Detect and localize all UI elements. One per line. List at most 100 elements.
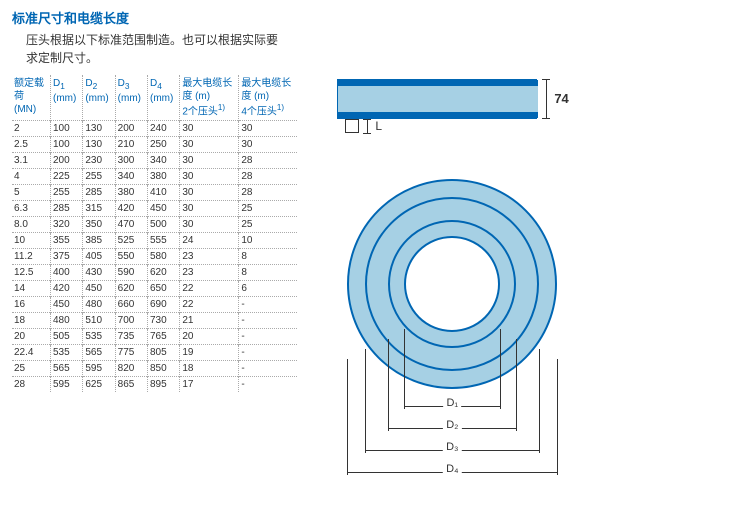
table-row: 2050553573576520-: [12, 329, 297, 345]
table-cell: 385: [83, 233, 115, 249]
ring-d1: [404, 236, 500, 332]
table-row: 22.453556577580519-: [12, 345, 297, 361]
table-cell: 450: [147, 201, 179, 217]
dim-L-label: L: [375, 119, 382, 133]
dim-d1-label: D₁: [443, 397, 461, 409]
table-cell: 535: [51, 345, 83, 361]
dim-d3-label: D₃: [443, 441, 461, 453]
table-cell: 8.0: [12, 217, 51, 233]
table-cell: 340: [147, 153, 179, 169]
table-cell: 380: [115, 185, 147, 201]
table-cell: 690: [147, 297, 179, 313]
intro-line-2: 求定制尺寸。: [26, 51, 98, 65]
table-row: 14420450620650226: [12, 281, 297, 297]
table-row: 2859562586589517-: [12, 377, 297, 393]
hdr: 4个压头: [241, 106, 277, 117]
table-cell: 30: [180, 137, 239, 153]
ext-line: [365, 349, 366, 453]
table-cell: 22: [180, 281, 239, 297]
table-cell: 30: [239, 137, 298, 153]
hdr: (mm): [118, 93, 141, 104]
table-cell: 4: [12, 169, 51, 185]
table-cell: 210: [115, 137, 147, 153]
table-cell: 255: [51, 185, 83, 201]
table-body: 210013020024030302.510013021025030303.12…: [12, 121, 297, 393]
table-cell: 250: [147, 137, 179, 153]
hdr: (MN): [14, 104, 36, 115]
table-cell: 340: [115, 169, 147, 185]
table-cell: 10: [12, 233, 51, 249]
hdr: 荷: [14, 91, 24, 102]
table-row: 1848051070073021-: [12, 313, 297, 329]
table-cell: 450: [83, 281, 115, 297]
col-d4: D4 (mm): [147, 75, 179, 121]
hdr: (mm): [53, 93, 76, 104]
table-cell: 505: [51, 329, 83, 345]
table-cell: 315: [83, 201, 115, 217]
table-cell: 6.3: [12, 201, 51, 217]
table-cell: -: [239, 361, 298, 377]
dimensions-table: 额定载 荷 (MN) D1 (mm) D2 (mm) D3 (mm): [12, 75, 297, 392]
table-cell: 380: [147, 169, 179, 185]
table-cell: 2.5: [12, 137, 51, 153]
ext-line: [347, 359, 348, 475]
table-cell: 21: [180, 313, 239, 329]
hdr: (mm): [85, 93, 108, 104]
col-d2: D2 (mm): [83, 75, 115, 121]
ext-line: [557, 359, 558, 475]
table-row: 52552853804103028: [12, 185, 297, 201]
dim-74-label: 74: [554, 91, 568, 106]
table-row: 2.51001302102503030: [12, 137, 297, 153]
ext-line: [539, 349, 540, 453]
col-cable-4: 最大电缆长 度 (m) 4个压头1): [239, 75, 298, 121]
col-cable-2: 最大电缆长 度 (m) 2个压头1): [180, 75, 239, 121]
table-cell: 28: [239, 153, 298, 169]
hdr: 度 (m): [241, 91, 269, 102]
main-layout: 额定载 荷 (MN) D1 (mm) D2 (mm) D3 (mm): [12, 75, 742, 499]
table-cell: 480: [51, 313, 83, 329]
table-cell: -: [239, 345, 298, 361]
table-cell: 30: [239, 121, 298, 137]
table-cell: 535: [83, 329, 115, 345]
hdr: 2: [93, 81, 98, 91]
table-cell: 565: [83, 345, 115, 361]
table-cell: 30: [180, 217, 239, 233]
dim-L: L: [363, 119, 393, 135]
table-cell: 805: [147, 345, 179, 361]
table-cell: 350: [83, 217, 115, 233]
side-mid-band: [338, 86, 538, 114]
table-cell: 24: [180, 233, 239, 249]
table-cell: 700: [115, 313, 147, 329]
ext-line: [500, 329, 501, 409]
table-cell: 525: [115, 233, 147, 249]
table-cell: 22.4: [12, 345, 51, 361]
hdr: D: [118, 78, 125, 89]
table-cell: -: [239, 313, 298, 329]
table-cell: 22: [180, 297, 239, 313]
table-cell: 820: [115, 361, 147, 377]
table-cell: 500: [147, 217, 179, 233]
table-cell: 285: [83, 185, 115, 201]
intro-line-1: 压头根据以下标准范围制造。也可以根据实际要: [26, 33, 278, 47]
table-cell: 12.5: [12, 265, 51, 281]
table-cell: 765: [147, 329, 179, 345]
table-cell: 850: [147, 361, 179, 377]
table-cell: 16: [12, 297, 51, 313]
side-bot-band: [338, 112, 538, 118]
table-cell: 17: [180, 377, 239, 393]
table-cell: 18: [180, 361, 239, 377]
table-cell: 400: [51, 265, 83, 281]
table-cell: 430: [83, 265, 115, 281]
ext-line: [516, 339, 517, 431]
hdr: 度 (m): [182, 91, 210, 102]
hdr: D: [85, 78, 92, 89]
table-cell: 510: [83, 313, 115, 329]
table-cell: 100: [51, 137, 83, 153]
table-cell: 595: [83, 361, 115, 377]
section-title: 标准尺寸和电缆长度: [12, 8, 742, 27]
intro-text: 压头根据以下标准范围制造。也可以根据实际要 求定制尺寸。: [26, 31, 742, 67]
table-row: 42252553403803028: [12, 169, 297, 185]
table-cell: 420: [51, 281, 83, 297]
table-cell: 3.1: [12, 153, 51, 169]
table-cell: 30: [180, 121, 239, 137]
